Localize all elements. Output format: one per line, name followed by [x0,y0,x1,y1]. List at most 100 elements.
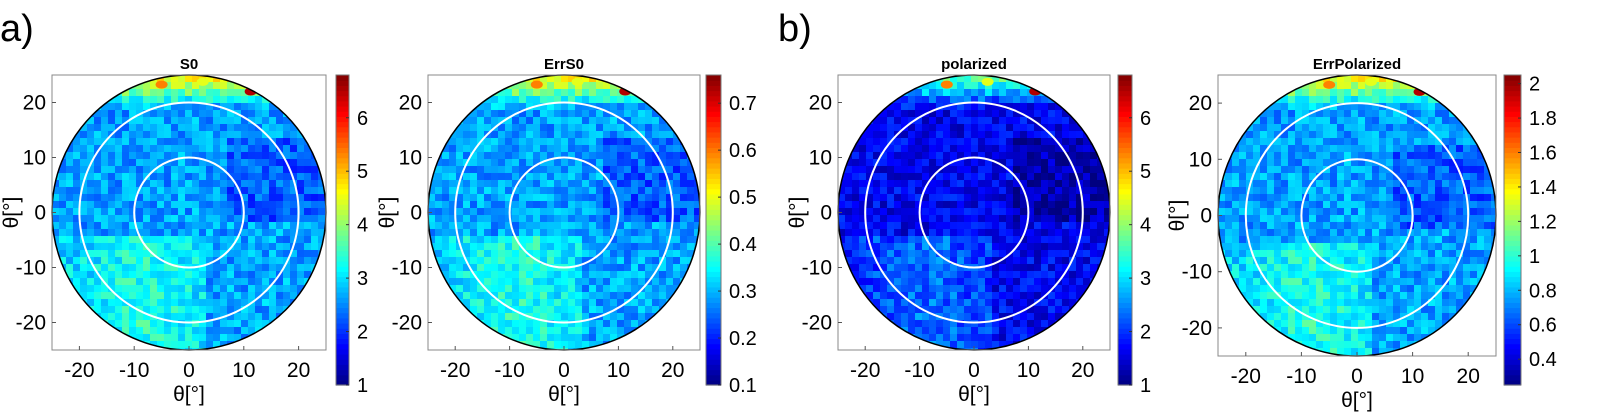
overlay-circle [918,156,1030,269]
colorbar-tick-label: 5 [357,161,368,183]
x-tick-label: -10 [119,359,149,382]
y-tick-label: 20 [399,92,422,115]
colorbar-tick-label: 0.4 [1529,349,1557,371]
x-tick-label: -10 [1286,365,1316,388]
y-tick-label: -10 [16,257,46,280]
colorbar-tick-label: 1.2 [1529,211,1557,233]
y-tick-label: -10 [802,257,832,280]
colorbar-tick-label: 2 [1140,322,1151,344]
colorbar-tick-label: 1 [1140,375,1151,397]
colorbar-tick-label: 3 [1140,268,1151,290]
colorbar-tick-label: 0.4 [729,234,757,256]
heatmap-panel-1: S0 -20 -10 0 10 20 20 10 0 -10 -20 θ[°] θ[°] 1 2 3 4 5 6 [0,56,368,406]
colorbar-tick-label: 0.6 [729,140,757,162]
y-tick-label: 10 [809,147,832,170]
colorbar-tick-label: 4 [1140,215,1151,237]
overlay-circle [454,101,674,324]
overlay-circle [1300,158,1414,273]
x-tick-label: 10 [1017,359,1040,382]
x-tick-label: -20 [64,359,94,382]
x-tick-label: -10 [904,359,934,382]
y-tick-label: 10 [399,147,422,170]
hot-spot [530,80,543,89]
x-axis-label: θ[°] [173,383,205,406]
x-tick-label: 10 [1401,365,1424,388]
colorbar-tick-label: 6 [357,108,368,130]
x-tick-label: -20 [850,359,880,382]
x-tick-label: 10 [607,359,630,382]
overlay-circle [78,101,300,324]
y-tick-label: 0 [34,202,46,225]
hot-spot [196,77,209,86]
colorbar: 1 2 3 4 5 6 [335,74,368,397]
y-tick-label: -10 [392,257,422,280]
x-tick-label: 20 [1071,359,1094,382]
x-tick-label: 20 [287,359,310,382]
colorbar-tick-label: 0.2 [729,328,757,350]
heatmap-cells [428,75,700,350]
colorbar-tick-label: 4 [357,215,368,237]
x-tick-label: 20 [661,359,684,382]
chart-title: ErrPolarized [1313,56,1401,73]
y-tick-label: 20 [23,92,46,115]
y-tick-label: 0 [820,202,832,225]
y-tick-label: 20 [809,92,832,115]
panel-label-a: a) [0,8,34,50]
chart-title: polarized [941,56,1007,73]
y-axis-label: θ[°] [0,197,23,229]
y-axis-label: θ[°] [376,197,399,229]
chart-title: ErrS0 [544,56,584,73]
x-tick-label: 0 [183,359,195,382]
colorbar-tick-label: 0.7 [729,93,757,115]
y-axis-label: θ[°] [786,197,809,229]
y-tick-label: -20 [392,312,422,335]
colorbar: 1 2 3 4 5 6 [1117,74,1151,397]
overlay-circle [1244,102,1470,329]
y-tick-label: 10 [23,147,46,170]
y-tick-label: 0 [410,202,422,225]
hot-spot [981,77,994,86]
x-tick-label: 10 [232,359,255,382]
colorbar-tick-label: 5 [1140,161,1151,183]
x-tick-label: 0 [558,359,570,382]
y-tick-label: 20 [1189,92,1212,115]
heatmap-panel-4: ErrPolarized -20 -10 0 10 20 20 10 0 -10 -20 θ[°] θ[… [1166,56,1557,412]
y-tick-label: 0 [1200,205,1212,228]
x-tick-label: 20 [1457,365,1480,388]
hot-spot [940,80,953,89]
colorbar: 0.4 0.6 0.8 1 1.2 1.4 1.6 1.8 2 [1503,74,1557,386]
y-tick-label: -10 [1182,261,1212,284]
x-tick-label: 0 [1351,365,1363,388]
hot-spot [1364,78,1377,87]
colorbar-tick-label: 0.6 [1529,315,1557,337]
hot-spot [571,77,584,86]
colorbar-tick-label: 2 [1529,74,1540,96]
y-tick-label: 10 [1189,148,1212,171]
x-axis-label: θ[°] [958,383,990,406]
colorbar-tick-label: 6 [1140,108,1151,130]
x-axis-label: θ[°] [1341,389,1373,412]
overlay-circle [133,156,245,269]
hot-spot [1323,80,1336,89]
colorbar-tick-label: 0.3 [729,281,757,303]
heatmap-cells [52,75,326,350]
panel-label-b: b) [778,8,812,50]
colorbar-tick-label: 0.8 [1529,280,1557,302]
x-tick-label: 0 [968,359,980,382]
colorbar: 0.1 0.2 0.3 0.4 0.5 0.6 0.7 [705,74,757,397]
y-tick-label: -20 [16,312,46,335]
colorbar-tick-label: 0.5 [729,187,757,209]
y-axis-label: θ[°] [1166,200,1189,232]
y-tick-label: -20 [802,312,832,335]
overlay-circle [864,101,1084,324]
colorbar-tick-label: 1.4 [1529,177,1557,199]
x-tick-label: -20 [440,359,470,382]
hot-spot [155,80,168,89]
heatmap-panel-3: polarized -20 -10 0 10 20 20 10 0 -10 -20 θ[°] θ[°] 1… [786,56,1151,406]
x-tick-label: -10 [494,359,524,382]
heatmap-cells [838,75,1110,350]
x-tick-label: -20 [1231,365,1261,388]
colorbar-tick-label: 3 [357,268,368,290]
y-tick-label: -20 [1182,317,1212,340]
